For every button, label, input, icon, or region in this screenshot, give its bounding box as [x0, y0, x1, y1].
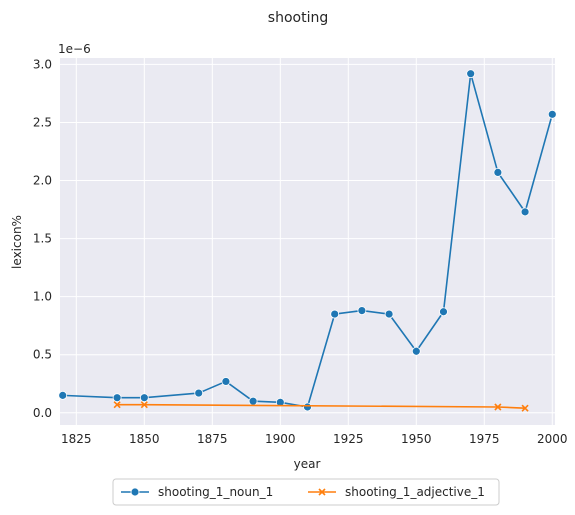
y-tick-label: 2.5: [33, 115, 52, 129]
y-tick-label: 2.0: [33, 174, 52, 188]
data-point: [140, 401, 148, 409]
x-tick-label: 1900: [265, 432, 296, 446]
legend-entry: shooting_1_noun_1: [121, 485, 273, 499]
y-tick-label: 3.0: [33, 57, 52, 71]
legend-label: shooting_1_adjective_1: [345, 485, 485, 499]
x-tick-label: 1925: [333, 432, 364, 446]
series-line: [117, 403, 526, 409]
x-tick-label: 2000: [537, 432, 568, 446]
data-point: [520, 207, 530, 217]
chart-title: shooting: [268, 10, 328, 26]
y-tick-labels: 0.0 0.5 1.0 1.5 2.0 2.5 3.0: [33, 57, 52, 419]
x-marker-stroke: [521, 404, 529, 412]
data-point: [521, 404, 529, 412]
data-point: [248, 396, 258, 406]
x-gridlines: [75, 58, 553, 425]
data-point: [493, 167, 503, 177]
legend: shooting_1_noun_1 shooting_1_adjective_1: [112, 478, 500, 506]
series-shooting_1_adjective_1: [113, 401, 529, 412]
x-tick-label: 1975: [469, 432, 500, 446]
y-offset-label: 1e−6: [58, 42, 91, 56]
series-shooting_1_noun_1: [58, 69, 557, 412]
data-point: [439, 307, 448, 317]
x-axis-label: year: [294, 457, 321, 471]
data-point: [58, 390, 68, 400]
y-tick-label: 1.0: [33, 290, 52, 304]
plot-area: [60, 58, 555, 425]
data-point: [303, 402, 312, 412]
data-point: [384, 309, 394, 319]
x-marker-stroke: [140, 401, 148, 409]
y-tick-label: 0.5: [33, 348, 52, 362]
legend-box: [112, 478, 500, 506]
x-tick-label: 1950: [401, 432, 432, 446]
data-point: [330, 309, 340, 319]
data-point: [221, 377, 231, 386]
x-tick-label: 1875: [197, 432, 228, 446]
legend-marker: [130, 487, 140, 497]
x-tick-labels: 1825 1850 1875 1900 1925 1950 1975 2000: [61, 432, 568, 446]
data-point: [494, 403, 502, 411]
legend-entry: shooting_1_adjective_1: [308, 485, 485, 499]
x-marker-stroke: [113, 401, 121, 409]
data-point: [113, 401, 121, 409]
data-point: [139, 393, 149, 403]
x-tick-label: 1850: [129, 432, 160, 446]
data-point: [112, 393, 122, 403]
legend-marker: [318, 488, 326, 496]
x-tick-label: 1825: [61, 432, 92, 446]
x-marker-stroke: [318, 488, 326, 496]
data-point: [411, 346, 421, 356]
x-marker-stroke: [494, 403, 502, 411]
y-tick-label: 0.0: [33, 406, 52, 420]
y-gridlines: [60, 63, 555, 414]
data-point: [194, 388, 204, 398]
y-axis-label: lexicon%: [10, 215, 24, 269]
y-tick-label: 1.5: [33, 232, 52, 246]
data-point: [466, 69, 476, 79]
data-point: [547, 109, 557, 119]
data-point: [357, 306, 367, 316]
series-layer: [58, 69, 557, 412]
legend-label: shooting_1_noun_1: [158, 485, 273, 499]
